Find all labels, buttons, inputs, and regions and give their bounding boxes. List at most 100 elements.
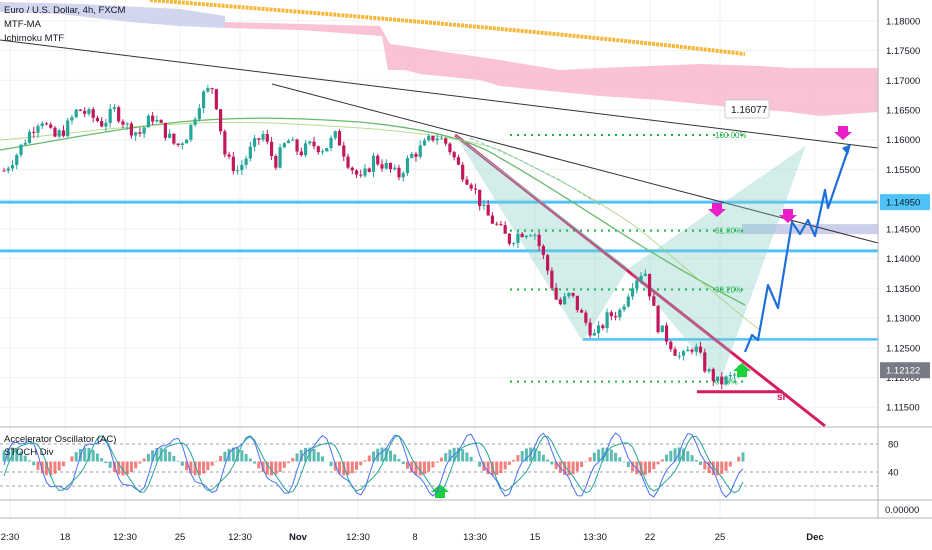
ac-bar	[465, 452, 469, 462]
ac-bar	[507, 461, 511, 465]
oscillator-subtitle[interactable]: STOCH Div	[4, 447, 54, 458]
osc-tick: 80	[888, 440, 899, 451]
ac-bar	[537, 450, 541, 462]
candle-body	[291, 139, 295, 141]
ac-bar	[270, 461, 274, 476]
candle-body	[108, 109, 112, 123]
candle-body	[427, 136, 431, 141]
candle-body	[686, 349, 690, 352]
candle-body	[219, 109, 223, 132]
oscillator-title[interactable]: Accelerator Oscillator (AC)	[4, 434, 117, 445]
ac-bar	[304, 447, 308, 462]
candle-body	[367, 168, 371, 172]
candle-body	[6, 168, 10, 171]
ac-bar	[677, 447, 681, 462]
candle-body	[724, 376, 728, 385]
candle-body	[363, 168, 367, 176]
candle-body	[575, 295, 579, 311]
harmonic-triangle	[455, 134, 628, 342]
candle-body	[567, 292, 571, 297]
ac-bar	[520, 451, 524, 462]
ac-bar	[660, 459, 664, 462]
price-tick: 1.17000	[886, 76, 920, 87]
ac-bar	[87, 447, 91, 462]
indicator-mtf-ma[interactable]: MTF-MA	[4, 19, 41, 30]
price-tick: 1.11500	[886, 403, 920, 414]
candle-body	[206, 88, 210, 92]
candle-body	[418, 145, 422, 157]
projection-line	[743, 149, 850, 353]
candle-body	[592, 333, 596, 336]
candle-body	[91, 109, 95, 118]
candle-body	[732, 374, 737, 376]
ac-bar	[393, 454, 397, 462]
ac-bar	[329, 461, 333, 467]
candle-body	[337, 131, 342, 146]
candle-body	[53, 127, 57, 137]
ac-bar	[711, 461, 715, 476]
candle-body	[533, 234, 537, 236]
candle-body	[214, 89, 218, 110]
ac-bar	[486, 461, 490, 474]
candle-body	[520, 233, 524, 238]
candle-body	[15, 155, 19, 166]
time-tick: 25	[715, 532, 726, 543]
ac-bar	[83, 447, 87, 462]
ac-bar	[626, 461, 630, 468]
candle-body	[83, 110, 87, 114]
candle-body	[401, 173, 405, 178]
candle-body	[138, 132, 142, 134]
price-tick: 1.13000	[886, 314, 920, 325]
indicator-ichimoku[interactable]: Ichimoku MTF	[4, 33, 65, 44]
candle-body	[490, 215, 495, 224]
price-tick: 1.14500	[886, 224, 920, 235]
ac-bar	[363, 460, 367, 462]
ac-bar	[414, 461, 418, 475]
price-tick: 1.17500	[886, 46, 920, 57]
fib-label: 38.20%	[715, 285, 742, 294]
candle-body	[74, 109, 78, 118]
ichimoku-cloud	[0, 2, 878, 235]
ac-bar	[614, 452, 618, 462]
ac-bar	[397, 459, 401, 462]
ac-bar	[227, 448, 231, 462]
price-tick: 1.16500	[886, 105, 920, 116]
ac-bar	[231, 447, 235, 462]
candle-body	[155, 119, 159, 122]
ac-bar	[189, 461, 193, 474]
ac-bar	[151, 450, 155, 462]
ac-bar	[372, 451, 375, 462]
candle-body	[32, 131, 36, 133]
candle-body	[112, 107, 117, 110]
ac-bar	[741, 452, 745, 462]
time-tick: Dec	[806, 532, 823, 543]
candle-body	[690, 349, 694, 352]
price-tick: 1.14000	[886, 254, 920, 265]
ac-bar	[312, 449, 316, 462]
ac-bar	[478, 461, 482, 467]
candle-body	[524, 235, 528, 238]
ac-bar	[146, 453, 150, 462]
candle-body	[78, 109, 83, 111]
price-tick: 1.13500	[886, 284, 920, 295]
candle-body	[605, 312, 609, 329]
candle-body	[609, 312, 613, 317]
ac-bar	[431, 461, 435, 468]
ac-bar	[185, 461, 189, 471]
ac-bar	[601, 447, 605, 462]
candle-body	[274, 156, 278, 168]
ac-bar	[439, 457, 443, 462]
ac-bar	[597, 449, 601, 462]
ac-bar	[274, 461, 278, 475]
ac-bar	[580, 461, 584, 468]
ac-bar	[287, 461, 291, 464]
ac-bar	[257, 461, 261, 469]
candle-body	[376, 155, 380, 165]
ac-bar	[499, 461, 503, 473]
ac-bar	[728, 461, 732, 467]
candle-body	[529, 235, 533, 237]
price-tick: 1.18000	[886, 16, 920, 27]
candle-body	[23, 142, 27, 145]
candle-body	[223, 131, 227, 155]
ac-bar	[321, 456, 325, 462]
